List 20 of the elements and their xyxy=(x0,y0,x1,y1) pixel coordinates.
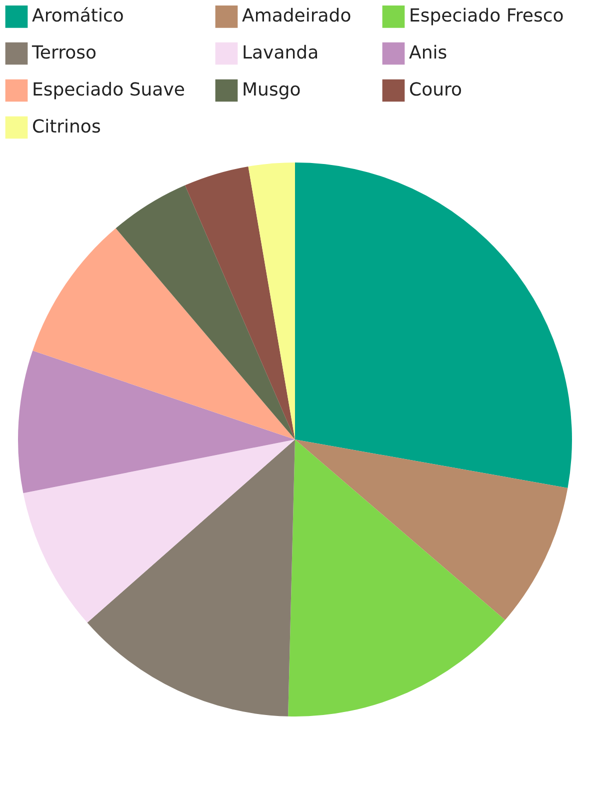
pie-slice xyxy=(32,228,295,440)
pie-slice xyxy=(87,440,295,716)
legend-label: Anis xyxy=(409,42,448,64)
legend-label: Terroso xyxy=(31,42,97,64)
legend-label: Amadeirado xyxy=(242,6,352,27)
pie-slice xyxy=(184,166,295,440)
pie-slice xyxy=(288,440,506,716)
pie-slice xyxy=(295,440,568,620)
legend-label: Musgo xyxy=(242,80,301,100)
legend-label: Especiado Suave xyxy=(32,80,185,100)
pie-slice xyxy=(18,350,295,494)
pie-slice xyxy=(248,162,295,440)
legend-label: Couro xyxy=(409,80,462,100)
legend-label: Lavanda xyxy=(242,42,319,64)
legend-label: Aromático xyxy=(32,6,124,27)
pie-slice xyxy=(23,440,295,623)
legend-label: Citrinos xyxy=(32,116,101,138)
pie-slice xyxy=(295,162,572,488)
legend-label: Especiado Fresco xyxy=(409,6,564,27)
pie-slice xyxy=(116,185,295,440)
